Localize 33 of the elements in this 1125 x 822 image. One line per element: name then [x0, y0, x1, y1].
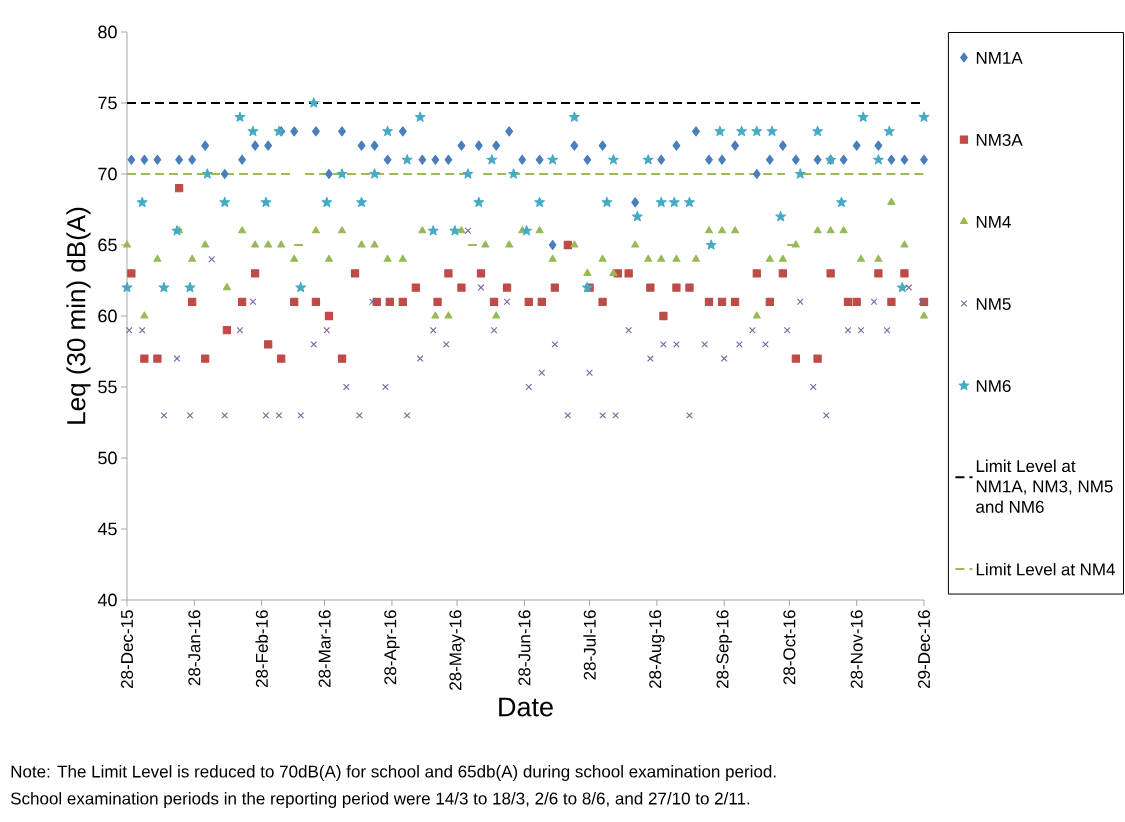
- y-tick-label: 45: [97, 522, 117, 536]
- y-tick-label: 65: [98, 238, 117, 252]
- x-tick-label: 28-Dec-15: [120, 610, 134, 689]
- legend-label: Limit Level at NM4: [976, 563, 1115, 576]
- y-tick-label: 60: [98, 309, 117, 323]
- x-tick-label: 28-Apr-16: [384, 610, 400, 685]
- legend-label: Limit Level at NM1A, NM3, NM5 and NM6: [976, 459, 1113, 513]
- legend-label: NM5: [976, 298, 1011, 311]
- y-tick-label: 55: [98, 380, 117, 394]
- x-tick-label: 28-Oct-16: [783, 610, 796, 685]
- x-tick-label: 28-Jun-16: [518, 610, 531, 686]
- text: Note: The Limit Level is reduced to 70dB(A) for school and 65db(A) during school examination period.: [11, 765, 776, 781]
- x-tick-label: 28-Feb-16: [255, 610, 268, 688]
- y-tick-label: 40: [97, 593, 117, 607]
- text: School examination periods in the reporting period were 14/3 to 18/3, 2/6 to 8/6, and 27/10 to 2/11.: [10, 792, 750, 808]
- x-tick-label: 29-Dec-16: [917, 610, 931, 689]
- y-tick-label: 80: [98, 25, 117, 39]
- x-tick-label: 28-Aug-16: [649, 610, 665, 689]
- x-tick-label: 28-May-16: [449, 610, 465, 690]
- y-tick-label: 75: [98, 96, 117, 110]
- y-tick-label: 70: [98, 167, 117, 181]
- y-tick-label: 50: [98, 451, 117, 465]
- x-tick-label: 28-Nov-16: [850, 610, 863, 689]
- x-axis-title: Date: [499, 697, 553, 717]
- x-tick-label: 28-Mar-16: [318, 610, 331, 688]
- x-tick-label: 28-Sep-16: [716, 610, 732, 689]
- legend-label: NM4: [976, 216, 1011, 228]
- legend-label: NM1A: [976, 52, 1023, 64]
- legend-label: NM3A: [976, 133, 1023, 146]
- x-tick-label: 28-Jul-16: [583, 610, 596, 680]
- x-tick-label: 28-Jan-16: [188, 610, 201, 686]
- legend-label: NM6: [976, 379, 1011, 393]
- y-axis-title: Leq (30 min) dB(A): [66, 207, 91, 424]
